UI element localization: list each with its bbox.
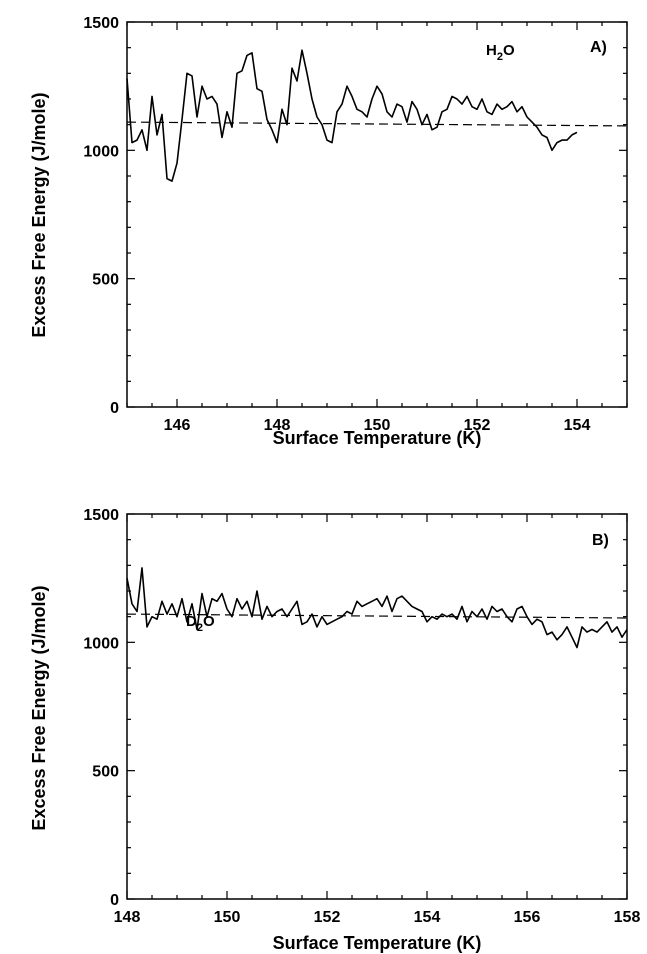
x-tick-label: 156 [514, 909, 541, 926]
x-tick-label: 154 [414, 909, 441, 926]
x-tick-label: 148 [264, 417, 291, 434]
species-subscript: 2 [197, 622, 203, 634]
species-main: D [186, 613, 197, 630]
plot-frame [126, 513, 628, 900]
x-tick-label: 148 [114, 909, 141, 926]
y-axis-label: Excess Free Energy (J/mole) [29, 585, 49, 830]
x-tick-label: 158 [614, 909, 641, 926]
x-tick-label: 152 [314, 909, 341, 926]
species-label: D2O [186, 613, 215, 634]
y-tick-label: 1000 [83, 143, 119, 160]
y-axis: 0 500 1000 1500 [83, 507, 627, 909]
species-subscript: 2 [497, 51, 503, 63]
species-tail: O [503, 42, 515, 59]
plot-frame [126, 21, 628, 408]
chart-panel-a: 0 500 1000 1500 146 148 150 152 154 Surface Tem… [29, 15, 628, 448]
data-series [126, 567, 628, 649]
x-axis: 148 150 152 154 156 158 [114, 514, 641, 926]
chart-panel-b: 0 500 1000 1500 148 150 152 154 156 158 Surface … [29, 507, 640, 953]
y-tick-label: 1500 [83, 15, 119, 32]
panel-label: A) [590, 39, 607, 56]
species-main: H [486, 42, 497, 59]
y-tick-label: 500 [92, 272, 119, 289]
species-tail: O [203, 613, 215, 630]
x-axis-label: Surface Temperature (K) [273, 428, 482, 448]
x-tick-label: 146 [164, 417, 191, 434]
y-tick-label: 0 [110, 892, 119, 909]
x-axis-label: Surface Temperature (K) [273, 933, 482, 953]
y-tick-label: 1500 [83, 507, 119, 524]
x-tick-label: 150 [364, 417, 391, 434]
data-line [126, 567, 628, 649]
x-tick-label: 150 [214, 909, 241, 926]
y-tick-label: 0 [110, 400, 119, 417]
x-tick-label: 152 [464, 417, 491, 434]
y-tick-label: 500 [92, 764, 119, 781]
species-label: H2O [486, 42, 515, 63]
data-line [126, 49, 578, 182]
y-axis-label: Excess Free Energy (J/mole) [29, 92, 49, 337]
data-series [126, 49, 628, 182]
y-axis: 0 500 1000 1500 [83, 15, 627, 417]
mean-line [126, 121, 628, 127]
y-tick-label: 1000 [83, 635, 119, 652]
panel-label: B) [592, 532, 609, 549]
x-tick-label: 154 [564, 417, 591, 434]
x-axis: 146 148 150 152 154 [126, 22, 628, 434]
